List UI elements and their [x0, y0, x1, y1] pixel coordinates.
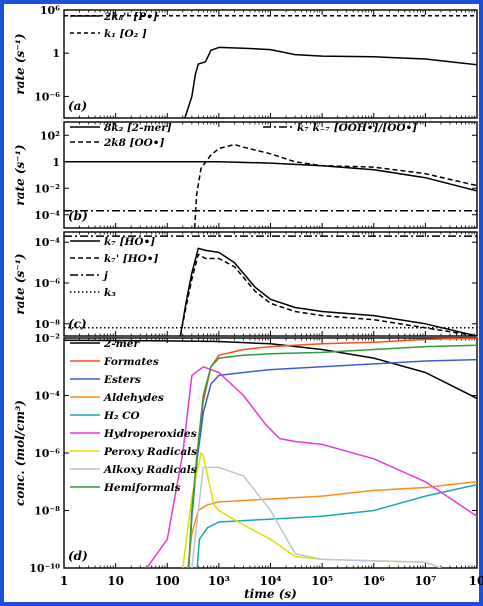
y-tick-label: 10⁻⁸: [34, 318, 60, 331]
y-tick-label: 10⁻⁴: [34, 209, 60, 222]
x-tick-label: 10⁵: [311, 574, 333, 588]
panel-label: (b): [68, 209, 88, 223]
legend-label: 2k₈'' [P•]: [103, 11, 158, 23]
legend-label: 2-mer: [103, 338, 140, 350]
y-tick-label: 10⁻⁶: [34, 277, 60, 290]
legend-label: k₇ k₋₇ [OOH•]/[OO•]: [297, 122, 417, 134]
y-axis-label: conc. (mol/cm³): [13, 400, 27, 506]
y-tick-label: 10⁻²: [34, 182, 60, 195]
y-tick-label: 10⁻⁴: [34, 236, 60, 249]
y-tick-label: 10⁻⁸: [34, 505, 60, 518]
legend-label: k₃: [104, 287, 116, 299]
y-axis-label: rate (s⁻¹): [13, 144, 27, 205]
y-tick-label: 10⁻¹⁰: [29, 562, 60, 575]
legend-label: Esters: [103, 374, 141, 386]
x-axis-label: time (s): [244, 587, 297, 601]
x-tick-label: 1: [60, 574, 68, 588]
y-tick-label: 10⁻⁴: [34, 390, 60, 403]
y-tick-label: 10²: [40, 129, 60, 142]
y-tick-label: 10⁻²: [34, 332, 60, 345]
panel-label: (c): [68, 317, 87, 331]
legend-label: Hemiformals: [103, 482, 181, 494]
legend-label: Hydroperoxides: [103, 428, 197, 440]
x-tick-label: 10⁴: [260, 574, 282, 588]
y-tick-label: 1: [52, 47, 60, 60]
y-tick-label: 1: [52, 156, 60, 169]
x-tick-label: 10⁷: [414, 574, 436, 588]
x-tick-label: 10³: [208, 574, 230, 588]
y-tick-label: 10⁻⁶: [34, 90, 60, 103]
y-tick-label: 10⁶: [40, 4, 60, 17]
legend-label: Peroxy Radicals: [103, 446, 197, 458]
x-tick-label: 10⁶: [363, 574, 385, 588]
x-tick-label: 10: [107, 574, 124, 588]
legend-label: k₇ [HO•]: [104, 236, 155, 248]
legend-label: 2k8 [OO•]: [103, 137, 165, 149]
legend-label: k₁ [O₂ ]: [104, 28, 147, 40]
y-axis-label: rate (s⁻¹): [13, 253, 27, 314]
legend-label: H₂ CO: [103, 410, 141, 422]
panel-label: (a): [68, 99, 87, 113]
legend-label: 8k₂ [2-mer]: [104, 122, 172, 134]
legend-label: Formates: [103, 356, 159, 368]
legend-label: Aldehydes: [103, 392, 164, 404]
x-tick-label: 100: [155, 574, 180, 588]
y-tick-label: 10⁻⁶: [34, 447, 60, 460]
panel-label: (d): [68, 549, 88, 563]
legend-label: Alkoxy Radicals: [103, 464, 197, 476]
y-axis-label: rate (s⁻¹): [13, 33, 27, 94]
legend-label: k₇' [HO•]: [104, 253, 158, 265]
figure-background: [4, 4, 479, 602]
x-tick-label: 10: [469, 574, 483, 588]
